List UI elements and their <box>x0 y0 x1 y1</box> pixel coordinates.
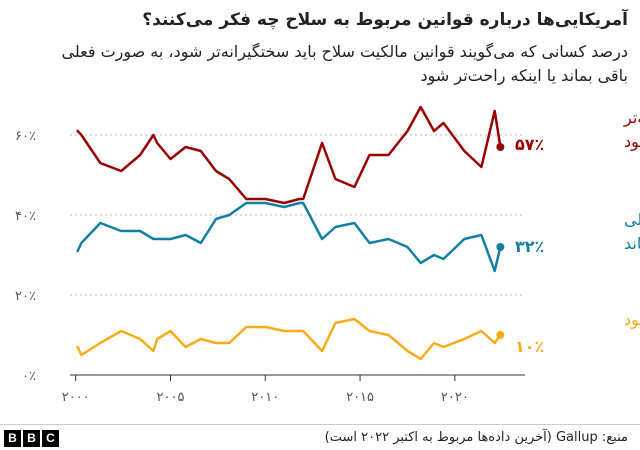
x-tick-label: ۲۰۱۵ <box>346 390 374 405</box>
series-end-point <box>496 331 505 339</box>
y-tick-label: ۶۰٪ <box>15 129 36 144</box>
x-tick-label: ۲۰۲۰ <box>441 390 469 405</box>
series-end-value-label: ۳۲٪ <box>515 237 544 256</box>
bbc-logo-letter: C <box>42 430 59 447</box>
series-name-label-line: به صورت فعلی <box>624 210 640 230</box>
x-tick-label: ۲۰۰۵ <box>157 390 185 405</box>
x-tick-label: ۲۰۰۰ <box>62 390 90 405</box>
series-end-point <box>496 143 505 151</box>
series-line <box>76 317 502 361</box>
x-tick-label: ۲۰۱۰ <box>251 390 279 405</box>
series-line <box>76 105 502 205</box>
source-note: منبع: Gallup (آخرین داده‌ها مربوط به اکت… <box>324 430 628 445</box>
y-tick-label: ۰٪ <box>22 369 36 384</box>
series-name-label-line: بماند <box>624 234 640 253</box>
line-chart: ۰٪ ۲۰٪ ۴۰٪ ۶۰٪ ۲۰۰۰ ۲۰۰۵ ۲۰۱۰ ۲۰۱۵ ۲۰۲۰ ۵۷٪ سختگیر… <box>15 105 640 405</box>
series-end-value-label: ۵۷٪ <box>515 135 544 154</box>
series-line <box>76 201 502 273</box>
y-tick-label: ۴۰٪ <box>15 209 36 224</box>
bbc-logo-letter: B <box>23 430 40 447</box>
bbc-logo-letter: B <box>4 430 21 447</box>
series-name-label-line: سختگیرانه‌تر <box>623 108 640 128</box>
series-name-label: آسان‌تر شود <box>624 310 640 330</box>
series-name-label: سختگیرانه‌تر شود <box>623 108 640 152</box>
chart-title: آمریکایی‌ها درباره قوانین مربوط به سلاح … <box>142 10 628 30</box>
bbc-logo: B B C <box>4 430 59 447</box>
y-tick-label: ۲۰٪ <box>15 289 36 304</box>
series-end-point <box>496 243 505 251</box>
chart-subtitle: درصد کسانی که می‌گویند قوانین مالکیت سلا… <box>61 42 628 85</box>
series-name-label-line: شود <box>624 132 640 152</box>
series-name-label: به صورت فعلی بماند <box>624 210 640 253</box>
series-end-value-label: ۱۰٪ <box>515 337 544 356</box>
footer: B B C منبع: Gallup (آخرین داده‌ها مربوط … <box>0 424 640 447</box>
